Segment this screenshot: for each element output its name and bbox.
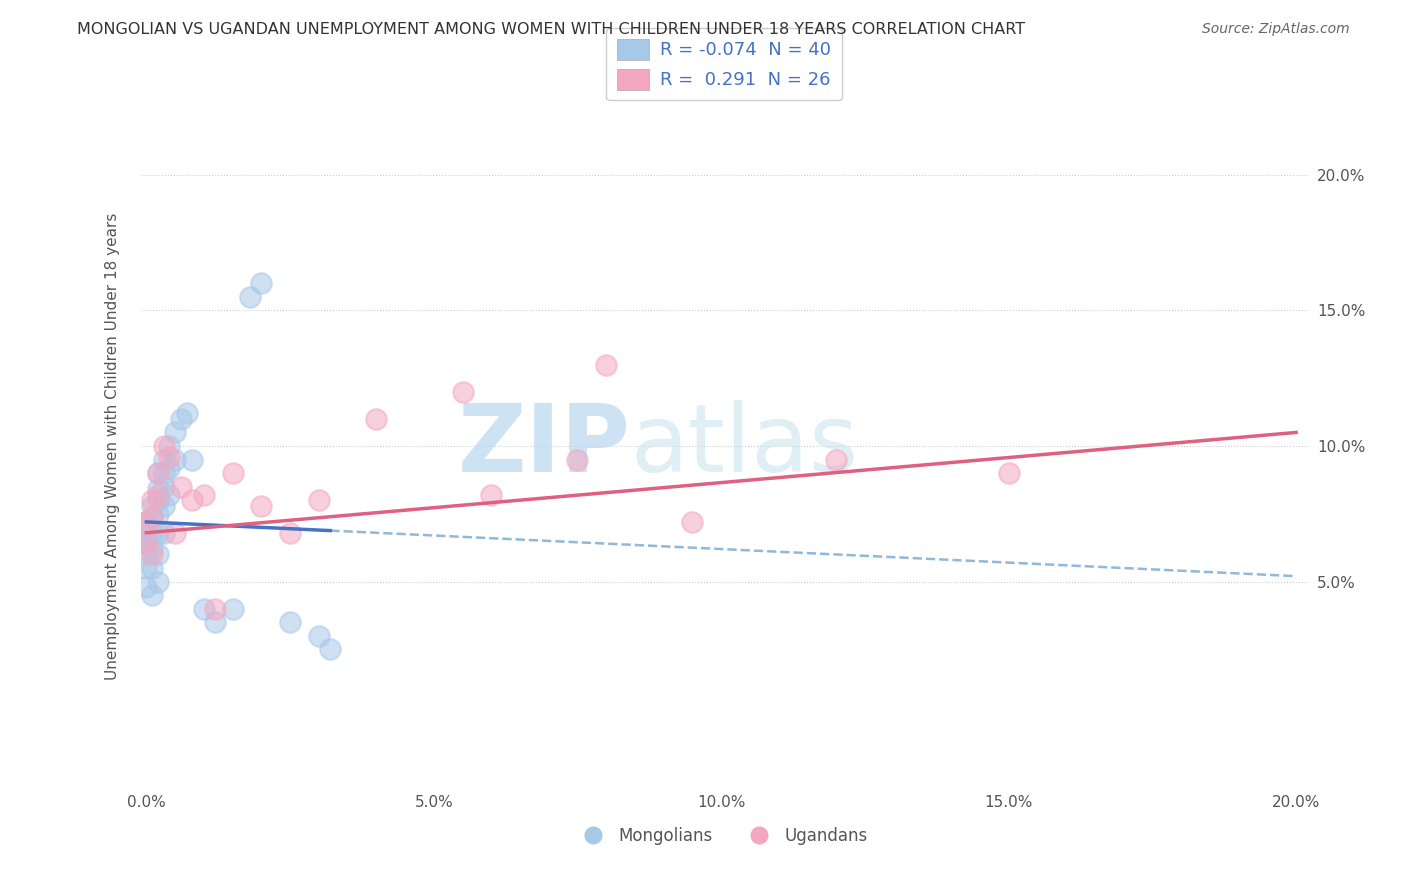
Point xyxy=(141,542,163,557)
Point xyxy=(141,493,163,508)
Point xyxy=(152,480,174,494)
Point xyxy=(135,515,157,529)
Point xyxy=(141,525,163,540)
Point xyxy=(165,525,187,540)
Point xyxy=(141,509,163,524)
Point xyxy=(146,466,169,480)
Point xyxy=(170,412,193,426)
Point xyxy=(181,493,204,508)
Point xyxy=(157,439,180,453)
Point xyxy=(152,439,174,453)
Point xyxy=(141,499,163,513)
Point xyxy=(152,466,174,480)
Point xyxy=(146,548,169,562)
Point xyxy=(567,452,589,467)
Point xyxy=(170,480,193,494)
Point xyxy=(146,525,169,540)
Point xyxy=(682,515,704,529)
Point xyxy=(152,525,174,540)
Point xyxy=(141,561,163,575)
Point xyxy=(181,452,204,467)
Point xyxy=(239,290,262,304)
Point xyxy=(221,466,243,480)
Point xyxy=(221,601,243,615)
Point xyxy=(250,277,273,291)
Y-axis label: Unemployment Among Women with Children Under 18 years: Unemployment Among Women with Children U… xyxy=(105,212,120,680)
Point xyxy=(997,466,1019,480)
Point xyxy=(825,452,848,467)
Point xyxy=(308,493,330,508)
Text: MONGOLIAN VS UGANDAN UNEMPLOYMENT AMONG WOMEN WITH CHILDREN UNDER 18 YEARS CORRE: MONGOLIAN VS UGANDAN UNEMPLOYMENT AMONG … xyxy=(77,22,1025,37)
Point xyxy=(479,488,502,502)
Point xyxy=(141,548,163,562)
Point xyxy=(135,561,157,575)
Point xyxy=(193,488,215,502)
Point xyxy=(135,525,157,540)
Text: ZIP: ZIP xyxy=(458,400,631,492)
Point xyxy=(146,507,169,521)
Point xyxy=(176,407,198,421)
Point xyxy=(366,412,388,426)
Point xyxy=(157,488,180,502)
Point xyxy=(204,601,226,615)
Point xyxy=(135,533,157,548)
Point xyxy=(319,642,342,657)
Point xyxy=(595,358,617,372)
Point xyxy=(451,384,474,399)
Point xyxy=(141,509,163,524)
Point xyxy=(146,488,169,502)
Point xyxy=(193,601,215,615)
Text: Source: ZipAtlas.com: Source: ZipAtlas.com xyxy=(1202,22,1350,37)
Text: atlas: atlas xyxy=(631,400,859,492)
Point xyxy=(308,629,330,643)
Point xyxy=(250,499,273,513)
Point xyxy=(135,580,157,594)
Point xyxy=(165,452,187,467)
Legend: Mongolians, Ugandans: Mongolians, Ugandans xyxy=(574,820,875,851)
Point xyxy=(146,466,169,480)
Point xyxy=(157,450,180,464)
Point xyxy=(204,615,226,630)
Point xyxy=(152,499,174,513)
Point xyxy=(278,615,301,630)
Point xyxy=(141,588,163,602)
Point xyxy=(146,483,169,497)
Point xyxy=(157,460,180,475)
Point xyxy=(146,493,169,508)
Point xyxy=(165,425,187,440)
Point xyxy=(146,574,169,589)
Point xyxy=(278,525,301,540)
Point xyxy=(135,548,157,562)
Point xyxy=(152,452,174,467)
Point xyxy=(135,515,157,529)
Point xyxy=(135,536,157,550)
